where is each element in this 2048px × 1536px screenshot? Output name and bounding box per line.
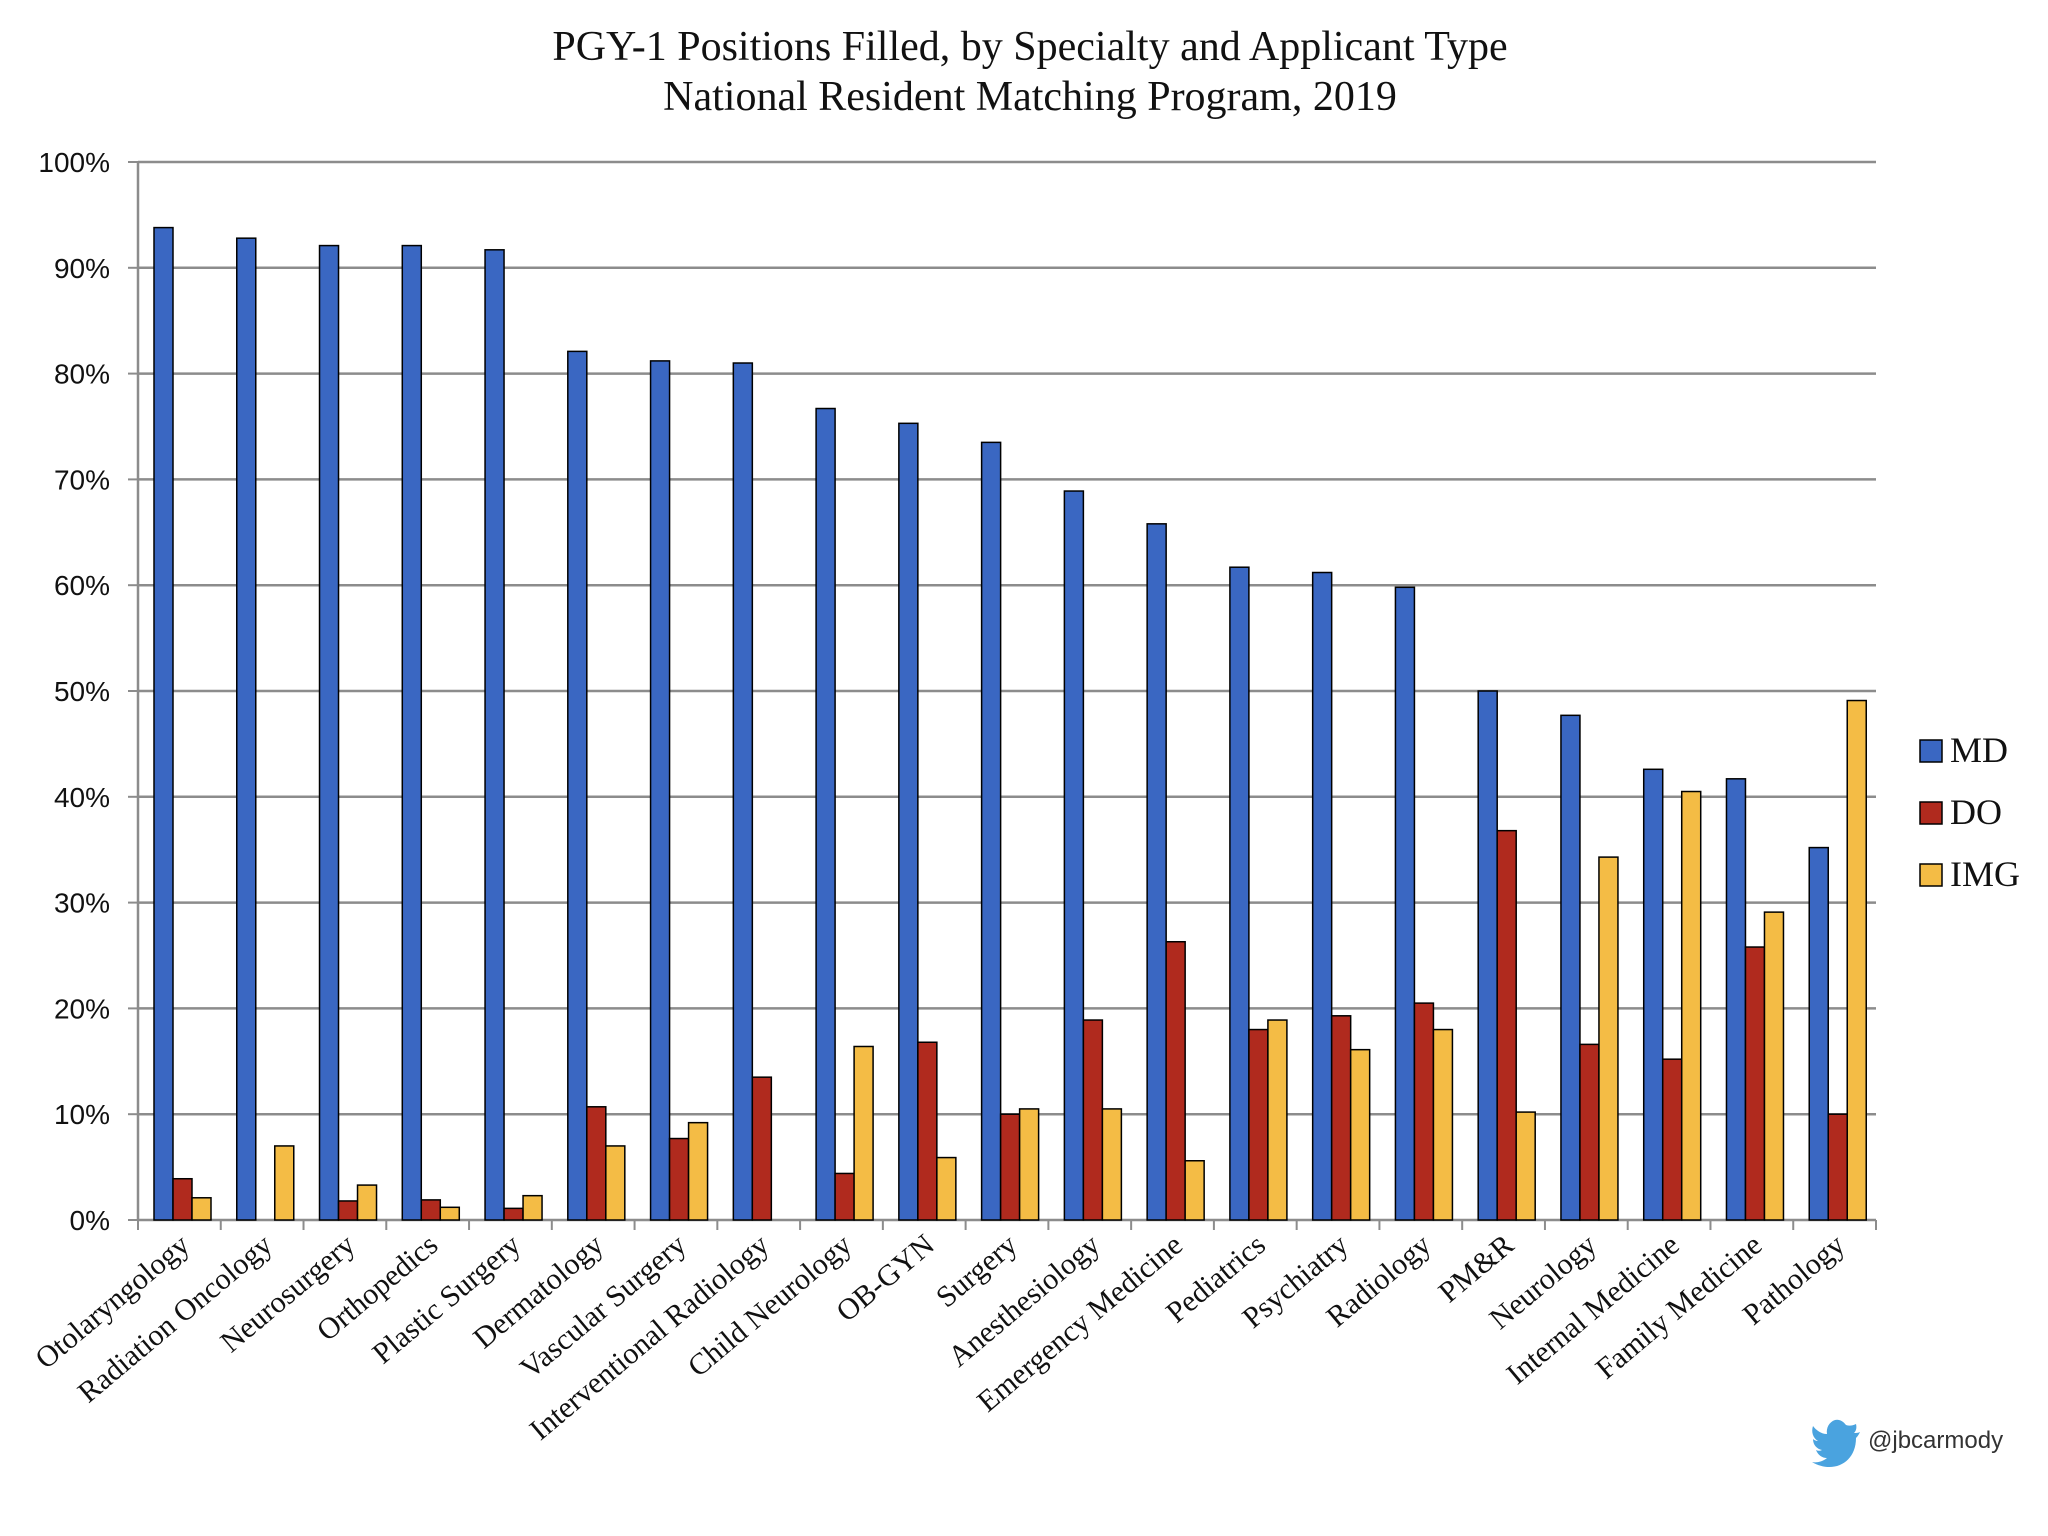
bar-img	[1680, 790, 1702, 1221]
bar-img	[274, 1145, 295, 1221]
bar-md	[1725, 778, 1747, 1221]
bar-md	[815, 407, 836, 1221]
bar-do	[751, 1076, 773, 1221]
bar-do	[1330, 1015, 1352, 1221]
bar-img	[1515, 1111, 1536, 1221]
y-tick-label: 100%	[38, 147, 110, 178]
y-tick-label: 0%	[70, 1205, 110, 1236]
bar-img	[1598, 856, 1619, 1221]
twitter-bird-icon	[1812, 1419, 1860, 1468]
bar-md	[1311, 571, 1333, 1221]
y-tick-label: 40%	[54, 782, 110, 813]
bar-img	[522, 1194, 543, 1221]
bar-md	[484, 249, 505, 1221]
bar-do	[586, 1106, 607, 1221]
bar-img	[1349, 1048, 1371, 1221]
bar-md	[1063, 490, 1085, 1221]
bar-do	[1413, 1002, 1435, 1221]
credit: @jbcarmody	[1812, 1419, 2003, 1468]
bar-md	[980, 441, 1002, 1221]
y-tick-label: 80%	[54, 359, 110, 390]
bar-do	[999, 1113, 1021, 1221]
bar-img	[191, 1197, 212, 1221]
bar-do	[337, 1200, 359, 1221]
bar-md	[1146, 523, 1167, 1221]
bar-img	[605, 1145, 626, 1221]
y-tick-label: 90%	[54, 253, 110, 284]
bar-do	[1082, 1019, 1104, 1221]
y-tick-label: 60%	[54, 570, 110, 601]
bar-img	[439, 1206, 461, 1221]
y-tick-label: 30%	[54, 888, 110, 919]
bar-img	[1432, 1028, 1454, 1221]
bar-img	[936, 1156, 957, 1221]
legend-label-img: IMG	[1950, 854, 2020, 894]
bar-do	[172, 1177, 193, 1221]
bar-img	[687, 1121, 709, 1221]
y-tick-label: 10%	[54, 1099, 110, 1130]
bar-img	[1184, 1160, 1205, 1221]
bar-do	[1165, 940, 1186, 1221]
bar-do	[834, 1172, 855, 1221]
bar-do	[503, 1207, 524, 1221]
bar-md	[1477, 690, 1498, 1221]
bar-img	[1018, 1108, 1040, 1221]
bar-md	[1394, 586, 1416, 1221]
bar-md	[153, 226, 174, 1221]
bar-do	[1496, 829, 1517, 1221]
bar-img	[1267, 1019, 1288, 1221]
bar-md	[401, 244, 423, 1221]
legend-label-do: DO	[1950, 792, 2002, 832]
bar-md	[1229, 566, 1250, 1221]
y-tick-label: 70%	[54, 464, 110, 495]
credit-handle: @jbcarmody	[1868, 1427, 2003, 1454]
legend-swatch-do	[1919, 801, 1943, 825]
bar-img	[1101, 1108, 1123, 1221]
twitter-bird-shape	[1812, 1419, 1860, 1468]
bar-do	[1827, 1113, 1848, 1221]
bar-do	[917, 1041, 938, 1221]
chart-title: PGY-1 Positions Filled, by Specialty and…	[552, 24, 1507, 70]
bar-md	[236, 237, 257, 1221]
bar-md	[1642, 768, 1664, 1221]
bar-do	[1661, 1058, 1683, 1221]
bar-md	[1560, 714, 1581, 1221]
chart-subtitle: National Resident Matching Program, 2019	[663, 74, 1397, 120]
bar-do	[1579, 1043, 1600, 1221]
bar-do	[1744, 946, 1766, 1221]
bar-md	[1808, 846, 1829, 1221]
y-tick-label: 50%	[54, 676, 110, 707]
bar-md	[567, 350, 588, 1221]
bar-do	[668, 1137, 690, 1221]
bar-md	[732, 362, 754, 1221]
legend: MD DO IMG	[1919, 730, 2020, 894]
bar-img	[1846, 699, 1867, 1221]
bar-img	[356, 1184, 378, 1221]
legend-swatch-md	[1919, 739, 1943, 763]
bar-md	[649, 360, 671, 1221]
bar-md	[898, 422, 919, 1221]
bar-do	[1248, 1028, 1269, 1221]
bar-img	[853, 1045, 874, 1221]
bar-img	[1763, 911, 1785, 1221]
bar-do	[420, 1199, 442, 1221]
legend-swatch-img	[1919, 863, 1943, 887]
legend-label-md: MD	[1950, 730, 2008, 770]
y-tick-label: 20%	[54, 993, 110, 1024]
bar-md	[318, 244, 340, 1221]
